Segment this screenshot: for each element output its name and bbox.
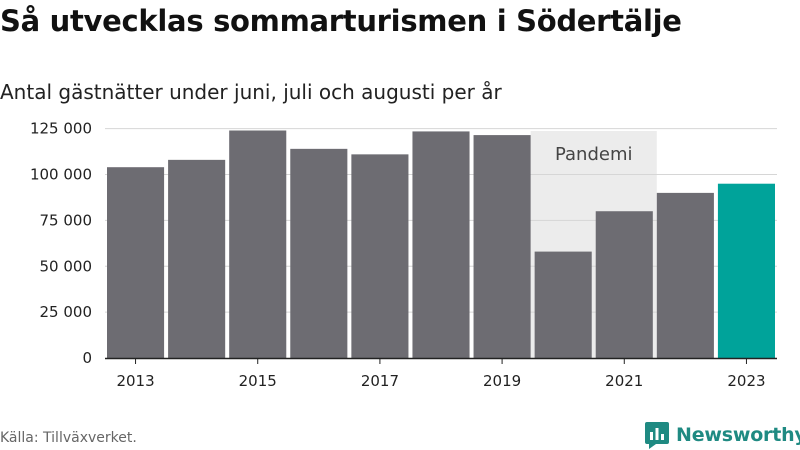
bar-2013 [107, 167, 165, 358]
x-tick-label: 2021 [605, 372, 643, 390]
x-tick-label: 2013 [116, 372, 154, 390]
y-tick-label: 100 000 [30, 166, 92, 184]
bar-2023 [717, 183, 775, 358]
y-tick-label: 75 000 [40, 211, 93, 229]
bar-2019 [473, 135, 531, 358]
y-tick-label: 125 000 [30, 120, 92, 138]
brand-name: Newsworthy [676, 424, 800, 446]
bar-2020 [534, 251, 592, 358]
y-tick-label: 25 000 [40, 303, 93, 321]
x-tick-label: 2017 [361, 372, 399, 390]
x-tick-label: 2023 [727, 372, 765, 390]
newsworthy-logo-icon [645, 422, 669, 449]
x-tick-label: 2015 [239, 372, 277, 390]
pandemic-label: Pandemi [555, 144, 633, 165]
y-tick-label: 0 [82, 349, 92, 367]
brand-logo: Newsworthy [644, 420, 800, 450]
bar-2022 [656, 192, 714, 358]
bar-2016 [290, 148, 348, 358]
bar-2018 [412, 131, 470, 358]
chart-subtitle: Antal gästnätter under juni, juli och au… [0, 80, 502, 104]
bar-2014 [168, 159, 226, 358]
bar-2021 [595, 211, 653, 358]
y-tick-label: 50 000 [40, 257, 93, 275]
x-tick-label: 2019 [483, 372, 521, 390]
bar-chart: Pandemi 0 25 000 50 000 75 000 100 000 125 000… [30, 120, 777, 390]
bar-2015 [229, 130, 287, 358]
source-note: Källa: Tillväxverket. [0, 430, 137, 446]
bar-2017 [351, 154, 409, 358]
chart-title: Så utvecklas sommarturismen i Södertälje [0, 4, 682, 38]
